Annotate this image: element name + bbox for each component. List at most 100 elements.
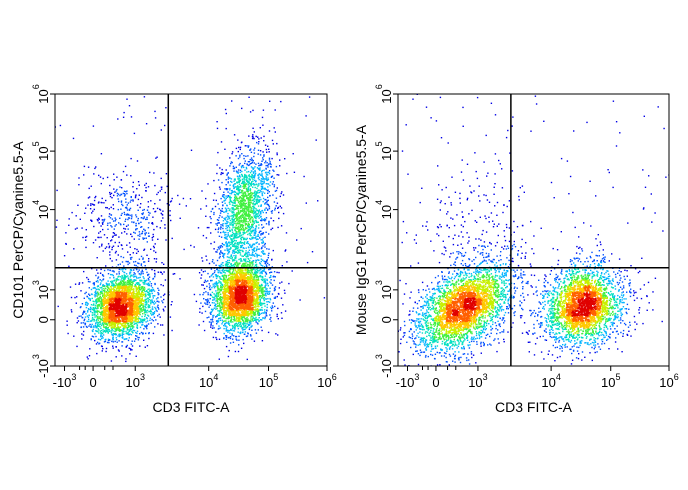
event-dot	[144, 325, 146, 328]
event-dot	[104, 322, 106, 324]
event-dot	[116, 329, 118, 331]
event-dot	[159, 316, 161, 318]
event-dot	[221, 312, 224, 315]
event-dot	[226, 278, 229, 281]
event-dot	[128, 337, 130, 339]
event-dot	[273, 271, 276, 273]
event-dot	[254, 318, 256, 320]
event-dot	[213, 314, 215, 317]
event-dot	[117, 327, 119, 329]
event-dot	[261, 270, 264, 272]
event-dot	[147, 284, 149, 287]
event-dot	[272, 249, 274, 252]
event-dot	[222, 262, 224, 264]
event-dot	[101, 288, 103, 290]
event-dot	[133, 329, 136, 332]
event-dot	[215, 306, 217, 308]
event-dot	[94, 310, 96, 313]
event-dot	[257, 276, 259, 279]
event-dot	[229, 337, 232, 340]
event-dot	[260, 260, 262, 263]
event-dot	[266, 278, 268, 281]
event-dot	[274, 286, 277, 288]
event-dot	[215, 292, 218, 294]
event-dot	[85, 301, 88, 303]
event-dot	[227, 266, 230, 268]
event-dot	[140, 286, 143, 288]
event-dot	[216, 300, 219, 302]
event-dot	[83, 310, 85, 312]
event-dot	[144, 305, 146, 308]
event-dot	[230, 329, 232, 331]
event-dot	[84, 322, 87, 325]
event-dot	[76, 322, 78, 324]
event-dot	[250, 270, 253, 272]
event-dot	[269, 297, 271, 300]
event-dot	[118, 322, 120, 325]
event-dot	[144, 302, 146, 304]
event-dot	[134, 319, 136, 322]
event-dot	[266, 262, 269, 264]
event-dot	[108, 288, 110, 290]
event-dot	[235, 272, 238, 274]
event-dot	[162, 308, 165, 310]
event-dot	[145, 326, 148, 328]
event-dot	[143, 261, 146, 263]
event-dot	[219, 298, 221, 300]
event-dot	[211, 279, 213, 282]
event-dot	[122, 324, 124, 327]
event-dot	[244, 265, 246, 267]
event-dot	[124, 276, 126, 278]
event-dot	[224, 312, 227, 314]
event-dot	[124, 324, 126, 326]
event-dot	[266, 301, 268, 303]
event-dot	[141, 290, 143, 292]
event-dot	[97, 324, 99, 326]
event-dot	[122, 330, 124, 332]
event-dot	[93, 313, 96, 316]
event-dot	[226, 335, 228, 337]
event-dot	[255, 316, 257, 319]
event-dot	[142, 276, 144, 278]
event-dot	[133, 269, 135, 271]
event-dot	[264, 260, 266, 263]
event-dot	[140, 292, 143, 294]
event-dot	[141, 280, 143, 282]
event-dot	[96, 308, 98, 310]
event-dot	[256, 282, 259, 284]
event-dot	[137, 316, 140, 318]
event-dot	[259, 272, 261, 274]
event-dot	[118, 273, 120, 275]
event-dot	[118, 329, 120, 332]
event-dot	[144, 265, 146, 267]
event-dot	[243, 259, 245, 262]
event-dot	[98, 332, 100, 334]
event-dot	[244, 319, 247, 321]
event-dot	[82, 322, 84, 324]
event-dot	[258, 254, 260, 257]
event-dot	[81, 338, 83, 340]
event-dot	[135, 289, 138, 291]
event-dot	[232, 338, 234, 340]
event-dot	[255, 276, 257, 278]
event-dot	[104, 294, 106, 296]
event-dot	[217, 269, 219, 272]
event-dot	[98, 300, 100, 303]
event-dot	[94, 316, 96, 318]
event-dot	[279, 282, 281, 284]
event-dot	[203, 292, 205, 294]
event-dot	[95, 335, 97, 338]
event-dot	[212, 321, 214, 323]
event-dot	[95, 307, 97, 309]
event-dot	[103, 296, 105, 299]
event-dot	[138, 305, 140, 308]
event-dot	[270, 275, 272, 277]
event-dot	[212, 276, 215, 278]
event-dot	[146, 303, 148, 305]
event-dot	[154, 311, 156, 313]
event-dot	[129, 323, 131, 325]
event-dot	[133, 264, 136, 266]
event-dot	[86, 320, 88, 323]
event-dot	[210, 275, 212, 277]
event-dot	[227, 283, 229, 286]
